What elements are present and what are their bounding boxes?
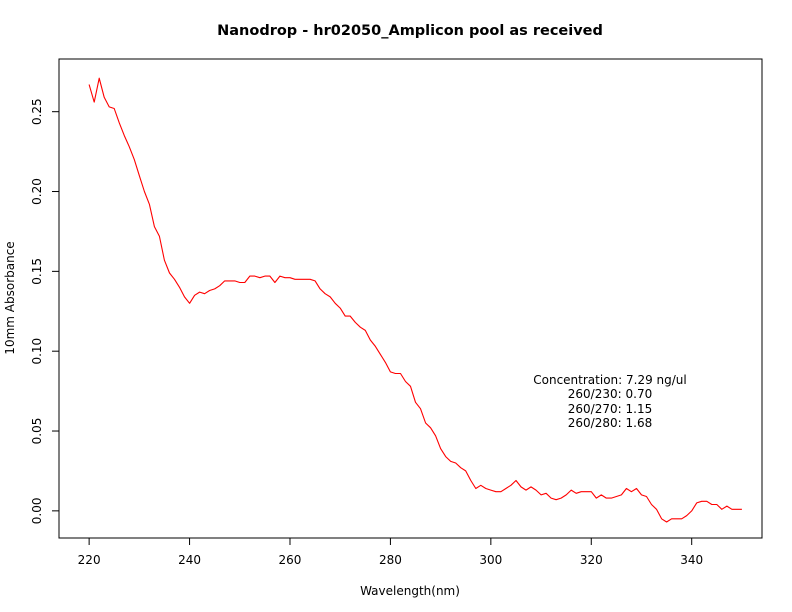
x-tick-label: 280 bbox=[379, 553, 402, 567]
x-axis: 220 240 260 280 300 320 340 bbox=[78, 537, 703, 567]
x-tick-label: 240 bbox=[178, 553, 201, 567]
y-tick-label: 0.00 bbox=[30, 497, 44, 524]
y-tick-label: 0.20 bbox=[30, 178, 44, 205]
x-tick-label: 300 bbox=[479, 553, 502, 567]
y-tick-label: 0.05 bbox=[30, 418, 44, 445]
x-tick-label: 260 bbox=[279, 553, 302, 567]
ratio-260-280-text: 260/280: 1.68 bbox=[568, 416, 652, 430]
concentration-text: Concentration: 7.29 ng/ul bbox=[533, 373, 687, 387]
y-axis: 0.00 0.05 0.10 0.15 0.20 0.25 bbox=[30, 98, 60, 524]
y-tick-label: 0.10 bbox=[30, 338, 44, 365]
y-axis-label: 10mm Absorbance bbox=[3, 241, 17, 354]
ratio-260-270-text: 260/270: 1.15 bbox=[568, 402, 652, 416]
x-tick-label: 320 bbox=[580, 553, 603, 567]
x-tick-label: 340 bbox=[680, 553, 703, 567]
stats-annotation: Concentration: 7.29 ng/ul 260/230: 0.70 … bbox=[533, 373, 687, 430]
absorbance-line bbox=[88, 77, 742, 523]
y-tick-label: 0.15 bbox=[30, 258, 44, 285]
plot-frame bbox=[58, 58, 763, 539]
chart-title: Nanodrop - hr02050_Amplicon pool as rece… bbox=[217, 23, 603, 39]
x-tick-label: 220 bbox=[78, 553, 101, 567]
x-axis-label: Wavelength(nm) bbox=[360, 584, 460, 598]
ratio-260-230-text: 260/230: 0.70 bbox=[568, 387, 652, 401]
y-tick-label: 0.25 bbox=[30, 98, 44, 125]
